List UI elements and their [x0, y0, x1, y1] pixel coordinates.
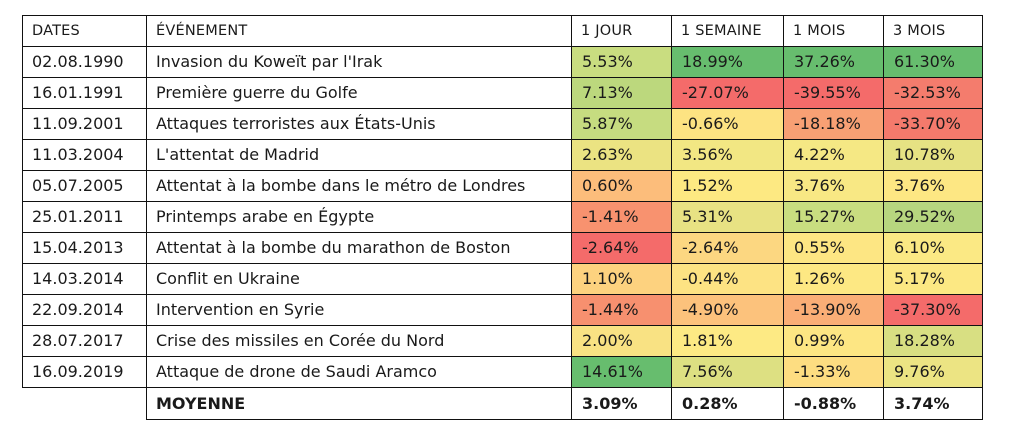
- date-cell: 11.09.2001: [22, 108, 147, 140]
- return-cell-1-week: -0.66%: [671, 108, 784, 140]
- return-cell-1-day: 2.63%: [571, 139, 672, 171]
- return-cell-1-day: 7.13%: [571, 77, 672, 109]
- date-cell: 25.01.2011: [22, 201, 147, 233]
- return-cell-1-week: 18.99%: [671, 46, 784, 78]
- date-cell: 16.09.2019: [22, 356, 147, 388]
- average-blank-cell: [23, 388, 147, 420]
- return-cell-1-month: -39.55%: [783, 77, 884, 109]
- header-dates: DATES: [22, 15, 147, 47]
- return-cell-1-day: -1.44%: [571, 294, 672, 326]
- return-cell-1-week: -2.64%: [671, 232, 784, 264]
- return-cell-1-week: -4.90%: [671, 294, 784, 326]
- average-1-day: 3.09%: [571, 387, 672, 420]
- event-cell: Printemps arabe en Égypte: [146, 201, 572, 233]
- table-row: 14.03.2014 Conflit en Ukraine 1.10% -0.44% 1…: [22, 263, 983, 295]
- header-event: ÉVÉNEMENT: [146, 15, 572, 47]
- date-cell: 11.03.2004: [22, 139, 147, 171]
- return-cell-1-month: 0.99%: [783, 325, 884, 357]
- return-cell-1-week: 3.56%: [671, 139, 784, 171]
- return-cell-1-week: -0.44%: [671, 263, 784, 295]
- event-cell: Conflit en Ukraine: [146, 263, 572, 295]
- average-row: MOYENNE 3.09% 0.28% -0.88% 3.74%: [23, 387, 983, 420]
- event-cell: Attaque de drone de Saudi Aramco: [146, 356, 572, 388]
- return-cell-3-months: -37.30%: [883, 294, 983, 326]
- return-cell-3-months: 5.17%: [883, 263, 983, 295]
- return-cell-3-months: 29.52%: [883, 201, 983, 233]
- return-cell-1-month: 0.55%: [783, 232, 884, 264]
- table-row: 02.08.1990 Invasion du Koweït par l'Irak 5…: [22, 46, 983, 78]
- header-1-week: 1 SEMAINE: [671, 15, 784, 47]
- date-cell: 05.07.2005: [22, 170, 147, 202]
- average-1-month: -0.88%: [783, 387, 884, 420]
- event-cell: Invasion du Koweït par l'Irak: [146, 46, 572, 78]
- return-cell-1-week: 5.31%: [671, 201, 784, 233]
- return-cell-3-months: 18.28%: [883, 325, 983, 357]
- event-cell: Attentat à la bombe du marathon de Bosto…: [146, 232, 572, 264]
- return-cell-1-month: -1.33%: [783, 356, 884, 388]
- return-cell-1-month: -13.90%: [783, 294, 884, 326]
- table-row: 11.09.2001 Attaques terroristes aux États…: [22, 108, 983, 140]
- header-1-month: 1 MOIS: [783, 15, 884, 47]
- date-cell: 15.04.2013: [22, 232, 147, 264]
- event-cell: Première guerre du Golfe: [146, 77, 572, 109]
- date-cell: 02.08.1990: [22, 46, 147, 78]
- return-cell-1-day: 2.00%: [571, 325, 672, 357]
- return-cell-3-months: 3.76%: [883, 170, 983, 202]
- date-cell: 22.09.2014: [22, 294, 147, 326]
- average-3-months: 3.74%: [883, 387, 983, 420]
- table-row: 25.01.2011 Printemps arabe en Égypte -1.41…: [22, 201, 983, 233]
- table-row: 05.07.2005 Attentat à la bombe dans le mé…: [22, 170, 983, 202]
- return-cell-1-month: 3.76%: [783, 170, 884, 202]
- table-row: 11.03.2004 L'attentat de Madrid 2.63% 3.56%…: [22, 139, 983, 171]
- date-cell: 16.01.1991: [22, 77, 147, 109]
- return-cell-3-months: 10.78%: [883, 139, 983, 171]
- return-cell-1-day: 5.53%: [571, 46, 672, 78]
- header-3-months: 3 MOIS: [883, 15, 983, 47]
- table-row: 28.07.2017 Crise des missiles en Corée du…: [22, 325, 983, 357]
- crisis-returns-table: DATES ÉVÉNEMENT 1 JOUR 1 SEMAINE 1 MOIS …: [22, 15, 983, 420]
- event-cell: Attentat à la bombe dans le métro de Lon…: [146, 170, 572, 202]
- table-row: 15.04.2013 Attentat à la bombe du maratho…: [22, 232, 983, 264]
- return-cell-1-week: 1.52%: [671, 170, 784, 202]
- return-cell-1-week: -27.07%: [671, 77, 784, 109]
- return-cell-1-day: 5.87%: [571, 108, 672, 140]
- event-cell: Crise des missiles en Corée du Nord: [146, 325, 572, 357]
- header-row: DATES ÉVÉNEMENT 1 JOUR 1 SEMAINE 1 MOIS …: [22, 15, 983, 47]
- average-1-week: 0.28%: [671, 387, 784, 420]
- return-cell-1-month: 37.26%: [783, 46, 884, 78]
- return-cell-1-week: 7.56%: [671, 356, 784, 388]
- date-cell: 14.03.2014: [22, 263, 147, 295]
- return-cell-3-months: 9.76%: [883, 356, 983, 388]
- header-1-day: 1 JOUR: [571, 15, 672, 47]
- return-cell-3-months: -32.53%: [883, 77, 983, 109]
- table-row: 16.01.1991 Première guerre du Golfe 7.13% -…: [22, 77, 983, 109]
- return-cell-1-day: 1.10%: [571, 263, 672, 295]
- return-cell-3-months: -33.70%: [883, 108, 983, 140]
- return-cell-3-months: 61.30%: [883, 46, 983, 78]
- return-cell-1-day: 0.60%: [571, 170, 672, 202]
- return-cell-1-day: 14.61%: [571, 356, 672, 388]
- date-cell: 28.07.2017: [22, 325, 147, 357]
- table-row: 16.09.2019 Attaque de drone de Saudi Aram…: [22, 356, 983, 388]
- return-cell-1-month: 4.22%: [783, 139, 884, 171]
- event-cell: Attaques terroristes aux États-Unis: [146, 108, 572, 140]
- return-cell-1-week: 1.81%: [671, 325, 784, 357]
- return-cell-1-day: -1.41%: [571, 201, 672, 233]
- table-row: 22.09.2014 Intervention en Syrie -1.44% -4.…: [22, 294, 983, 326]
- return-cell-1-month: 1.26%: [783, 263, 884, 295]
- average-label: MOYENNE: [146, 387, 572, 420]
- return-cell-3-months: 6.10%: [883, 232, 983, 264]
- return-cell-1-day: -2.64%: [571, 232, 672, 264]
- event-cell: Intervention en Syrie: [146, 294, 572, 326]
- return-cell-1-month: -18.18%: [783, 108, 884, 140]
- event-cell: L'attentat de Madrid: [146, 139, 572, 171]
- return-cell-1-month: 15.27%: [783, 201, 884, 233]
